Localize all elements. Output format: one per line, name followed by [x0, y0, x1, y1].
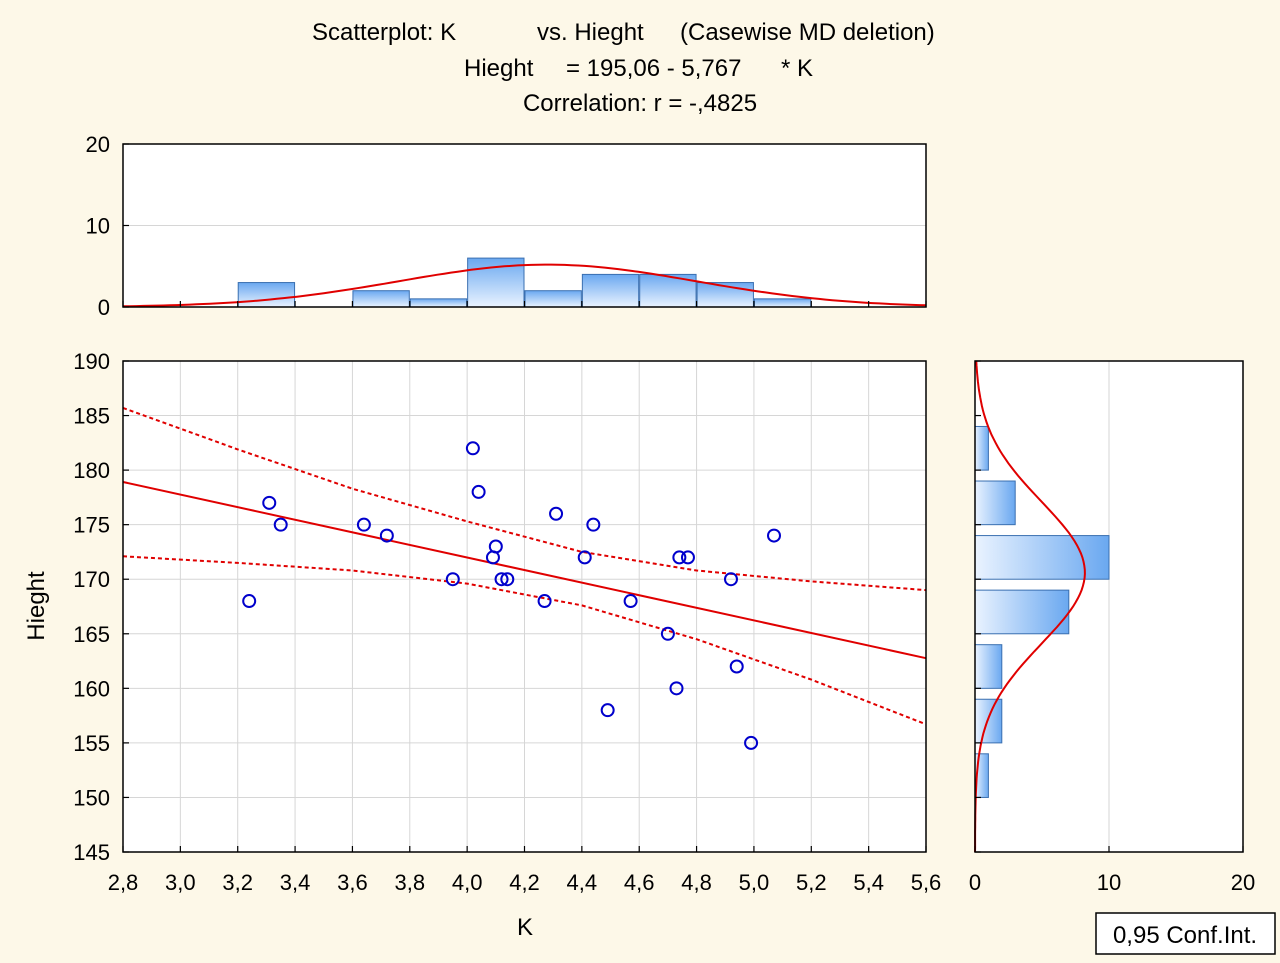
- scatter-point: [729, 659, 744, 674]
- scatter-point: [488, 539, 503, 554]
- scatter-point: [445, 572, 460, 587]
- top-histogram-normal-curve: [122, 263, 927, 308]
- scatter-point: [549, 506, 564, 521]
- scatter-point: [660, 626, 675, 641]
- conf-int-legend: 0,95 Conf.Int.: [1095, 912, 1276, 955]
- scatter-point: [577, 550, 592, 565]
- right-histogram-bar: [974, 425, 989, 471]
- title-line1-a: Scatterplot: K: [312, 19, 456, 46]
- main-y-ticks: 145 150 155 160 165 170 175 180 185 190: [73, 349, 129, 865]
- right-x-tick-label: 20: [1231, 870, 1255, 895]
- main-y-tick-label: 160: [73, 676, 110, 701]
- main-x-tick-label: 4,6: [624, 870, 655, 895]
- top-histogram-bar: [524, 290, 582, 308]
- main-y-tick-label: 165: [73, 622, 110, 647]
- main-y-tick-label: 145: [73, 840, 110, 865]
- main-x-tick-label: 4,4: [567, 870, 598, 895]
- title-line2-a: Hieght: [464, 55, 534, 82]
- right-histogram-bar: [974, 480, 1016, 526]
- top-histogram-y-ticks: 0 10 20: [86, 132, 129, 320]
- y-axis-label: Hieght: [23, 571, 50, 641]
- main-y-tick-label: 150: [73, 785, 110, 810]
- main-x-tick-label: 3,0: [165, 870, 196, 895]
- scatter-point: [471, 484, 486, 499]
- top-histogram-bar: [237, 282, 296, 308]
- right-histogram-x-ticks: 0 10 20: [969, 846, 1255, 895]
- top-y-tick-label: 0: [98, 295, 110, 320]
- conf-int-legend-label: 0,95 Conf.Int.: [1113, 922, 1257, 949]
- scatter-point: [537, 594, 552, 609]
- right-x-tick-label: 10: [1097, 870, 1121, 895]
- confidence-band-upper: [122, 406, 927, 592]
- scatter-point: [680, 550, 695, 565]
- top-histogram-bar: [581, 273, 640, 308]
- right-histogram-y-ticks: [975, 360, 981, 853]
- main-x-tick-label: 5,6: [911, 870, 942, 895]
- scatter-points: [242, 441, 782, 750]
- scatter-point: [242, 594, 257, 609]
- right-x-tick-label: 0: [969, 870, 981, 895]
- right-histogram-normal-curve: [974, 360, 1086, 853]
- right-histogram-panel: 0 10 20: [969, 360, 1255, 895]
- main-scatter-panel: 2,8 3,0 3,2 3,4 3,6 3,8 4,0 4,2 4,4 4,6 4,8 5,0 5,2 5…: [23, 349, 941, 941]
- scatter-point: [744, 735, 759, 750]
- scatter-point: [669, 681, 684, 696]
- scatter-point: [273, 517, 288, 532]
- title-line1-c: (Casewise MD deletion): [680, 19, 935, 46]
- top-histogram-bar: [753, 298, 812, 308]
- main-x-tick-label: 3,2: [222, 870, 253, 895]
- scatter-point: [586, 517, 601, 532]
- scatter-point: [465, 441, 480, 456]
- main-x-ticks: 2,8 3,0 3,2 3,4 3,6 3,8 4,0 4,2 4,4 4,6 4,8 5,0 5,2 5…: [108, 846, 942, 895]
- right-histogram-bar: [974, 535, 1110, 580]
- confidence-band-lower: [122, 555, 927, 726]
- title-line1-b: vs. Hieght: [537, 19, 644, 46]
- title-line3: Correlation: r = -,4825: [523, 90, 757, 117]
- title-line2-b: = 195,06 - 5,767: [566, 55, 741, 82]
- chart-title: Scatterplot: K vs. Hieght (Casewise MD d…: [312, 19, 935, 117]
- main-y-tick-label: 170: [73, 567, 110, 592]
- top-y-tick-label: 20: [86, 132, 110, 157]
- main-y-tick-label: 180: [73, 458, 110, 483]
- scatter-point: [623, 594, 638, 609]
- main-x-tick-label: 3,4: [280, 870, 311, 895]
- scatter-point: [723, 572, 738, 587]
- main-x-tick-label: 5,2: [796, 870, 827, 895]
- scatter-point: [262, 495, 277, 510]
- scatter-point: [600, 703, 615, 718]
- main-x-tick-label: 5,0: [739, 870, 770, 895]
- right-histogram-bar: [974, 698, 1003, 744]
- main-x-tick-label: 3,8: [394, 870, 425, 895]
- main-x-tick-label: 2,8: [108, 870, 139, 895]
- main-x-tick-label: 5,4: [853, 870, 884, 895]
- main-y-tick-label: 190: [73, 349, 110, 374]
- top-histogram-x-ticks: [122, 301, 927, 307]
- scatter-point: [494, 572, 509, 587]
- x-axis-label: K: [517, 914, 533, 941]
- title-line2-c: * K: [781, 55, 813, 82]
- scatter-point: [767, 528, 782, 543]
- main-y-tick-label: 175: [73, 513, 110, 538]
- regression-line: [122, 481, 927, 660]
- main-x-tick-label: 3,6: [337, 870, 368, 895]
- main-y-tick-label: 155: [73, 731, 110, 756]
- scatter-point: [500, 572, 515, 587]
- scatter-point: [672, 550, 687, 565]
- top-histogram-panel: 0 10 20: [86, 132, 927, 320]
- scatter-point: [379, 528, 394, 543]
- main-x-tick-label: 4,2: [509, 870, 540, 895]
- right-histogram-bar: [974, 644, 1003, 689]
- scatter-point: [356, 517, 371, 532]
- right-histogram-bar: [974, 589, 1070, 635]
- main-x-tick-label: 4,0: [452, 870, 483, 895]
- main-x-tick-label: 4,8: [681, 870, 712, 895]
- top-histogram-bar: [409, 298, 468, 308]
- top-y-tick-label: 10: [86, 214, 110, 239]
- top-histogram-bar: [352, 290, 410, 308]
- main-y-tick-label: 185: [73, 404, 110, 429]
